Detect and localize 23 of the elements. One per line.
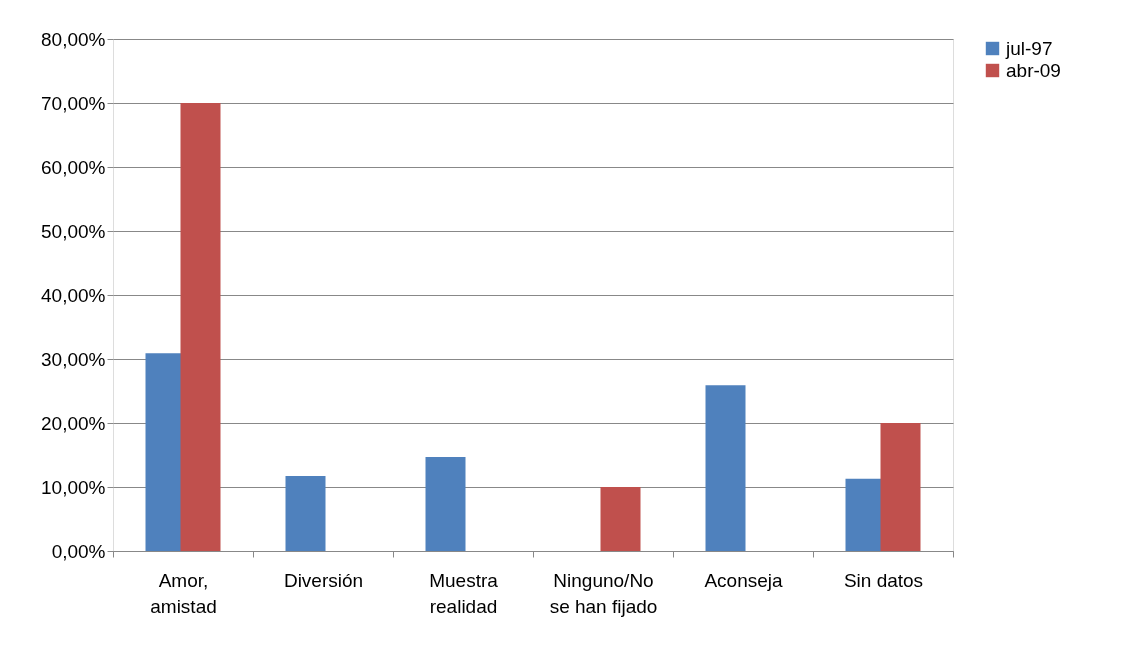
x-tick-label: Diversión [283,569,364,591]
y-tick-label: 40,00% [41,284,106,306]
bar [285,476,326,551]
y-tick-label: 70,00% [41,92,106,114]
bar [705,385,746,551]
x-tick-label: Muestra realidad [429,569,499,617]
x-tick-label: Amor, amistad [150,569,217,617]
bar [425,456,466,551]
y-tick-label: 30,00% [41,348,106,370]
x-tick-label: Sin datos [843,569,924,591]
y-tick-label: 80,00% [41,28,106,50]
y-tick-label: 0,00% [51,540,106,562]
y-tick-label: 60,00% [41,156,106,178]
bar [880,423,921,551]
y-tick-label: 10,00% [41,476,106,498]
x-tick-label: Ninguno/No se han fijado [549,569,658,617]
legend-label: abr-09 [1006,59,1061,81]
bar [600,487,641,551]
y-tick-label: 50,00% [41,220,106,242]
bar [180,103,221,551]
legend-label: jul-97 [1005,37,1053,59]
x-tick-label: Aconseja [704,569,784,591]
y-tick-label: 20,00% [41,412,106,434]
